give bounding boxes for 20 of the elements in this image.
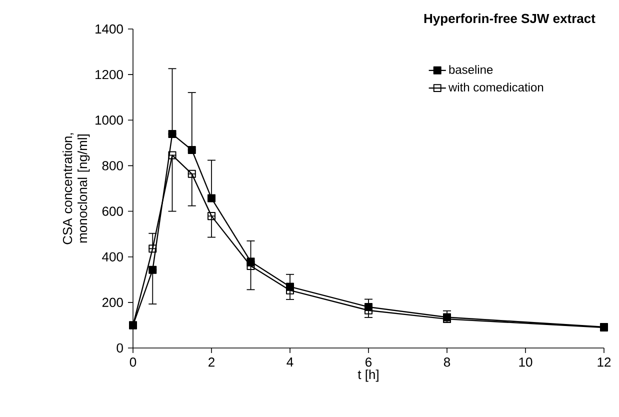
- legend-label: baseline: [449, 65, 493, 74]
- chart-title: Hyperforin-free SJW extract: [424, 14, 596, 26]
- y-tick-label: 800: [102, 161, 123, 170]
- y-tick-label: 600: [102, 206, 123, 216]
- y-tick-label: 0: [116, 343, 123, 353]
- x-tick-label: 8: [444, 358, 450, 367]
- x-tick-label: 12: [598, 358, 611, 367]
- y-tick-label: 1200: [96, 70, 123, 80]
- x-tick-label: 6: [366, 358, 372, 367]
- y-axis-title: CSA concentration, monoclonal [ng/ml]: [62, 133, 90, 244]
- x-tick-label: 0: [130, 358, 136, 367]
- x-tick-label: 4: [286, 358, 294, 366]
- y-tick-label: 1000: [96, 116, 123, 125]
- y-tick-label: 400: [102, 252, 123, 262]
- x-tick-label: 2: [208, 358, 214, 367]
- x-tick-label: 10: [519, 358, 532, 367]
- legend-label: with comedication: [448, 82, 544, 92]
- y-tick-label: 200: [102, 298, 123, 308]
- y-tick-label: 1400: [96, 24, 123, 34]
- x-axis-title: t [h]: [358, 370, 378, 382]
